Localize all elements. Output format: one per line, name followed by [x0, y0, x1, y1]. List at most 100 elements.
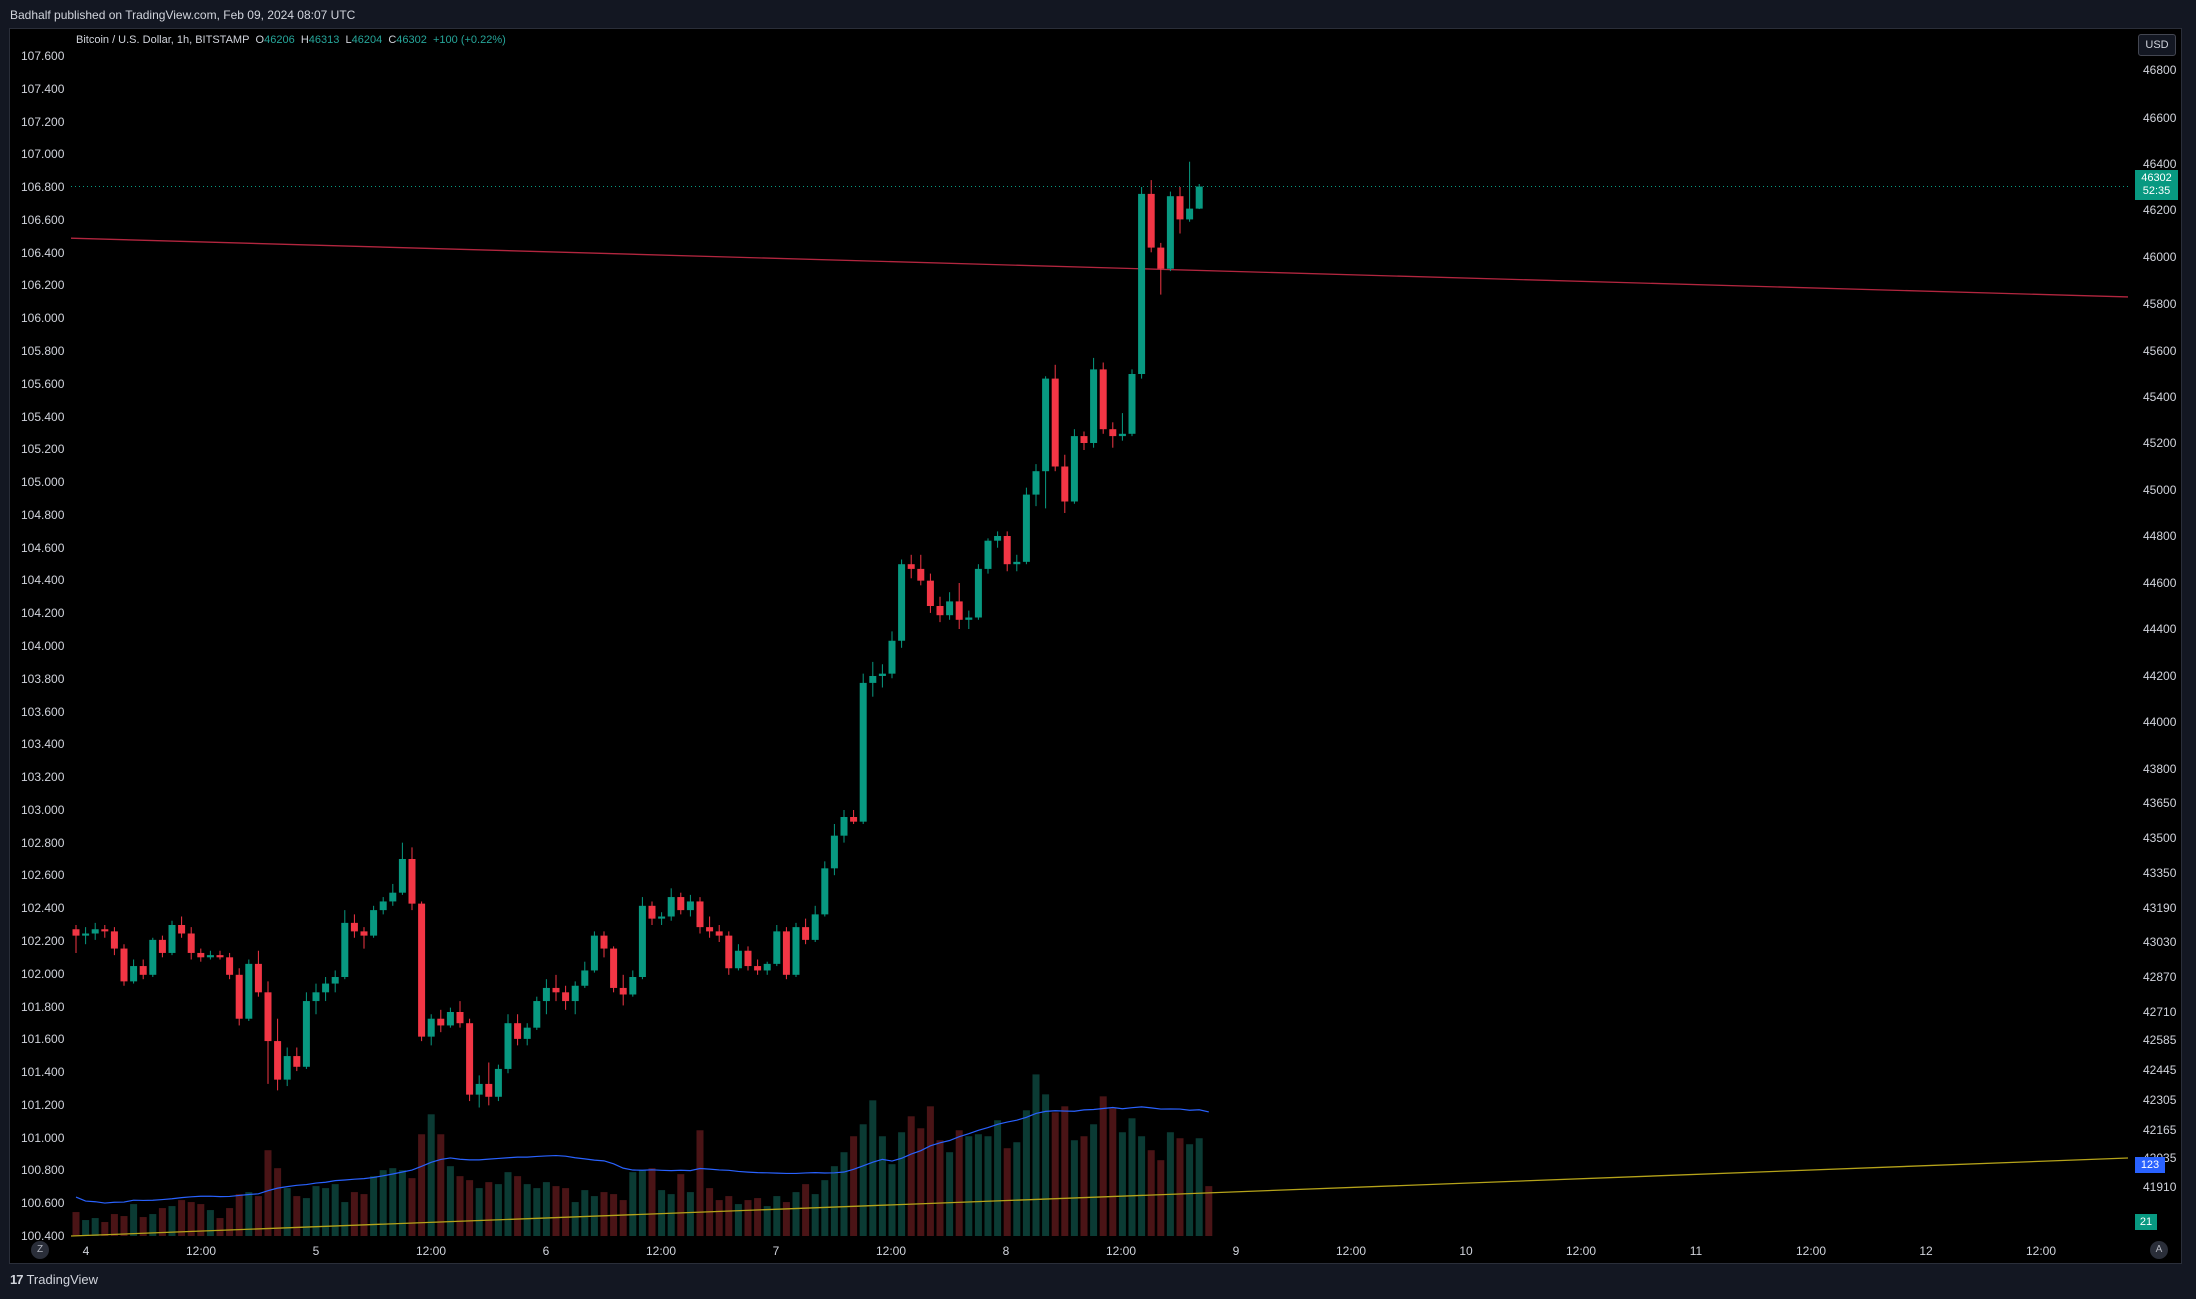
time-axis[interactable]: 4 12:00 5 12:00 6 12:00 7 12:00 8 12:00 9 12:00 10 12… — [71, 1238, 2128, 1264]
candle-body — [494, 1068, 502, 1097]
candle-body — [302, 1001, 310, 1067]
volume-bar — [446, 1166, 454, 1236]
time-axis-tick: 9 — [1232, 1244, 1240, 1258]
right-axis-tick: 46000 — [2143, 250, 2177, 264]
volume-bar — [821, 1180, 829, 1236]
close-label: C — [388, 34, 397, 46]
candle-body — [1128, 374, 1136, 434]
candle-body — [926, 580, 934, 606]
left-axis-tick: 104.200 — [21, 606, 65, 621]
volume-bar — [475, 1188, 483, 1236]
time-axis-tick: 12:00 — [415, 1244, 447, 1258]
volume-bar — [638, 1170, 646, 1236]
candle-body — [1157, 247, 1165, 269]
right-axis-tick: 41910 — [2143, 1180, 2177, 1194]
candle-body — [533, 1001, 541, 1028]
candle-body — [293, 1056, 301, 1067]
candle-body — [1195, 186, 1203, 209]
volume-bar — [734, 1204, 742, 1236]
candle-body — [734, 950, 742, 969]
open-value: 46206 — [264, 34, 295, 46]
volume-bar — [1147, 1150, 1155, 1236]
close-value: 46302 — [396, 34, 427, 46]
candle-body — [322, 983, 330, 993]
candle-body — [725, 935, 733, 969]
volume-bar — [120, 1216, 128, 1236]
candle-body — [994, 536, 1002, 541]
left-axis-tick: 101.400 — [21, 1065, 65, 1080]
candle-body — [667, 897, 675, 917]
candle-body — [955, 601, 963, 620]
candle-body — [610, 948, 618, 988]
volume-bar — [1061, 1106, 1069, 1236]
left-axis-tick: 103.400 — [21, 737, 65, 752]
volume-bar — [1176, 1138, 1184, 1236]
volume-bar — [533, 1188, 541, 1236]
candle-body — [802, 927, 810, 940]
right-axis-tick: 42710 — [2143, 1005, 2177, 1019]
currency-button[interactable]: USD — [2138, 34, 2176, 56]
volume-bar — [418, 1134, 426, 1236]
volume-bar — [216, 1218, 224, 1236]
candle-body — [1147, 193, 1155, 248]
left-axis-tick: 101.600 — [21, 1032, 65, 1047]
candle-body — [283, 1056, 291, 1080]
candle-body — [696, 901, 704, 928]
volume-bar — [1051, 1112, 1059, 1236]
candle-body — [917, 568, 925, 581]
left-axis-tick: 103.200 — [21, 770, 65, 785]
candle-body — [600, 935, 608, 949]
volume-bar — [504, 1172, 512, 1236]
left-axis-tick: 104.400 — [21, 573, 65, 588]
time-axis-tick: 12:00 — [645, 1244, 677, 1258]
volume-bar — [936, 1140, 944, 1236]
left-axis-tick: 105.000 — [21, 475, 65, 490]
volume-bar — [552, 1186, 560, 1236]
volume-bar — [869, 1100, 877, 1236]
volume-bar — [168, 1206, 176, 1236]
volume-bar — [1032, 1074, 1040, 1236]
volume-bar — [235, 1194, 243, 1236]
volume-bar — [379, 1170, 387, 1236]
candle-body — [677, 897, 685, 911]
candle-body — [331, 977, 339, 984]
right-axis-tick: 44800 — [2143, 529, 2177, 543]
auto-scale-button[interactable]: A — [2150, 1241, 2168, 1259]
candle-body — [1032, 471, 1040, 495]
volume-bar — [984, 1136, 992, 1236]
candle-body — [350, 922, 358, 932]
left-axis-tick: 107.200 — [21, 114, 65, 129]
candle-body — [850, 817, 858, 822]
footer-brand[interactable]: 17 TradingView — [10, 1272, 98, 1287]
zoom-button[interactable]: Z — [31, 1241, 49, 1259]
time-axis-tick: 12:00 — [875, 1244, 907, 1258]
candlestick-chart[interactable] — [71, 28, 2128, 1238]
volume-bar — [744, 1200, 752, 1236]
candle-body — [638, 905, 646, 977]
volume-bar — [312, 1186, 320, 1236]
volume-bar — [206, 1210, 214, 1236]
candle-body — [389, 892, 397, 902]
right-price-axis[interactable]: 46800 46600 46400 46200 46000 45800 45600 45400… — [2128, 28, 2182, 1238]
volume-bar — [696, 1130, 704, 1236]
candle-body — [715, 931, 723, 936]
volume-bar — [72, 1212, 80, 1236]
candle-body — [245, 963, 253, 1019]
volume-bar — [792, 1192, 800, 1236]
left-axis-tick: 104.000 — [21, 639, 65, 653]
right-axis-tick: 44400 — [2143, 622, 2177, 636]
left-axis-tick: 106.600 — [21, 212, 65, 227]
right-axis-tick: 46800 — [2143, 63, 2177, 77]
volume-bar — [370, 1176, 378, 1236]
left-price-axis[interactable]: 107.600 107.400 107.200 107.000 106.800 106.6… — [9, 28, 71, 1243]
candle-body — [658, 916, 666, 919]
candle-body — [235, 974, 243, 1019]
right-axis-tick: 43190 — [2143, 901, 2177, 915]
volume-bar — [955, 1130, 963, 1236]
right-axis-tick: 43800 — [2143, 762, 2177, 776]
candle-body — [619, 987, 627, 995]
volume-bar — [456, 1176, 464, 1236]
volume-bar — [1166, 1132, 1174, 1236]
time-axis-tick: 12:00 — [1795, 1244, 1827, 1258]
volume-bar — [331, 1184, 339, 1236]
